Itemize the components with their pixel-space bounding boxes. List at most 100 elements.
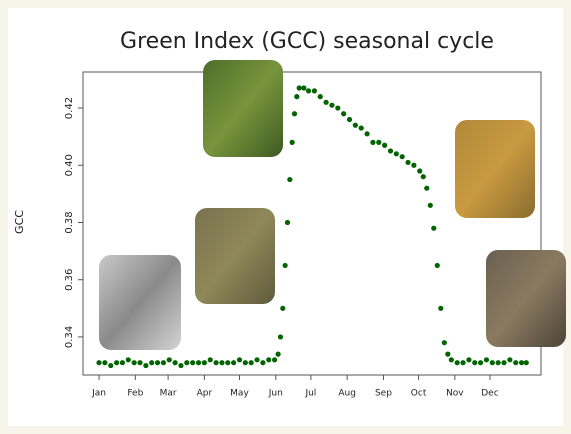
data-point xyxy=(317,94,323,100)
data-point xyxy=(427,202,433,208)
data-point xyxy=(296,85,302,91)
data-point xyxy=(184,360,190,366)
data-point xyxy=(201,360,207,366)
data-point xyxy=(518,360,525,366)
y-tick-label: 0.38 xyxy=(64,211,75,233)
x-tick-label: Jul xyxy=(304,389,316,399)
x-tick-label: Feb xyxy=(127,389,143,399)
data-point xyxy=(445,351,451,357)
y-tick-label: 0.40 xyxy=(64,154,75,176)
data-point xyxy=(305,88,312,94)
data-point xyxy=(143,362,149,369)
data-point xyxy=(466,357,472,363)
data-point xyxy=(190,360,196,366)
x-tick-label: Mar xyxy=(160,389,177,399)
data-point xyxy=(287,176,293,183)
autumn-photo xyxy=(455,120,535,218)
data-point xyxy=(352,122,358,128)
data-point xyxy=(364,131,370,137)
data-point xyxy=(236,357,243,363)
x-tick-label: Nov xyxy=(446,389,464,399)
data-point xyxy=(370,139,376,145)
x-tick-label: Oct xyxy=(411,389,427,399)
data-point xyxy=(523,360,529,366)
data-point xyxy=(358,125,364,131)
data-point xyxy=(483,357,490,363)
data-point xyxy=(213,360,219,366)
data-point xyxy=(489,360,495,366)
data-point xyxy=(172,360,178,366)
data-point xyxy=(301,85,307,91)
data-point xyxy=(113,360,120,366)
data-point xyxy=(137,360,143,366)
data-point xyxy=(417,168,423,174)
data-point xyxy=(329,102,335,108)
data-point xyxy=(507,357,513,363)
data-point xyxy=(294,94,300,100)
data-point xyxy=(195,360,202,366)
data-point xyxy=(154,360,161,366)
data-point xyxy=(323,99,329,105)
data-point xyxy=(341,111,347,117)
x-tick-label: Apr xyxy=(197,389,213,399)
data-point xyxy=(454,360,460,366)
data-point xyxy=(291,111,298,117)
data-point xyxy=(149,360,155,366)
data-point xyxy=(448,357,454,363)
data-point xyxy=(272,357,278,363)
data-point xyxy=(96,360,102,366)
x-tick-label: Sep xyxy=(375,389,392,399)
data-point xyxy=(438,305,444,311)
data-point xyxy=(166,357,172,363)
data-point xyxy=(248,360,254,366)
photos xyxy=(99,60,566,350)
data-point xyxy=(411,162,417,168)
late-autumn-photo xyxy=(486,250,566,347)
data-point xyxy=(441,340,447,346)
data-point xyxy=(266,357,272,363)
data-point xyxy=(513,360,519,366)
x-tick-label: Aug xyxy=(338,389,356,399)
x-tick-label: May xyxy=(230,389,249,399)
data-point xyxy=(495,360,501,366)
data-point xyxy=(254,357,260,363)
data-point xyxy=(376,139,382,145)
data-point xyxy=(131,360,137,366)
data-point xyxy=(472,360,478,366)
y-tick-label: 0.36 xyxy=(64,269,75,291)
data-point xyxy=(501,360,507,366)
y-axis-label: GCC xyxy=(13,210,26,234)
data-point xyxy=(284,219,291,226)
x-tick-label: Jan xyxy=(91,389,106,399)
y-tick-label: 0.34 xyxy=(64,326,75,348)
data-point xyxy=(393,151,399,157)
data-point xyxy=(219,360,225,366)
data-point xyxy=(225,360,231,366)
data-point xyxy=(311,88,317,94)
data-point xyxy=(478,360,484,366)
data-point xyxy=(260,360,266,366)
data-point xyxy=(346,116,353,123)
data-point xyxy=(102,360,108,366)
data-point xyxy=(231,360,237,366)
data-point xyxy=(242,360,248,366)
data-point xyxy=(275,351,281,357)
data-point xyxy=(335,105,341,111)
data-point xyxy=(280,305,286,311)
data-point xyxy=(399,154,405,160)
data-point xyxy=(460,360,466,366)
x-tick-label: Dec xyxy=(481,389,498,399)
y-tick-label: 0.42 xyxy=(64,97,75,119)
data-point xyxy=(119,360,126,366)
data-point xyxy=(178,362,184,369)
data-point xyxy=(420,174,426,180)
x-tick-label: Jun xyxy=(268,389,283,399)
data-point xyxy=(277,334,284,340)
data-point xyxy=(387,148,394,154)
data-point xyxy=(424,185,430,191)
summer-photo xyxy=(203,60,283,157)
data-point xyxy=(434,262,440,269)
data-point xyxy=(289,139,295,145)
